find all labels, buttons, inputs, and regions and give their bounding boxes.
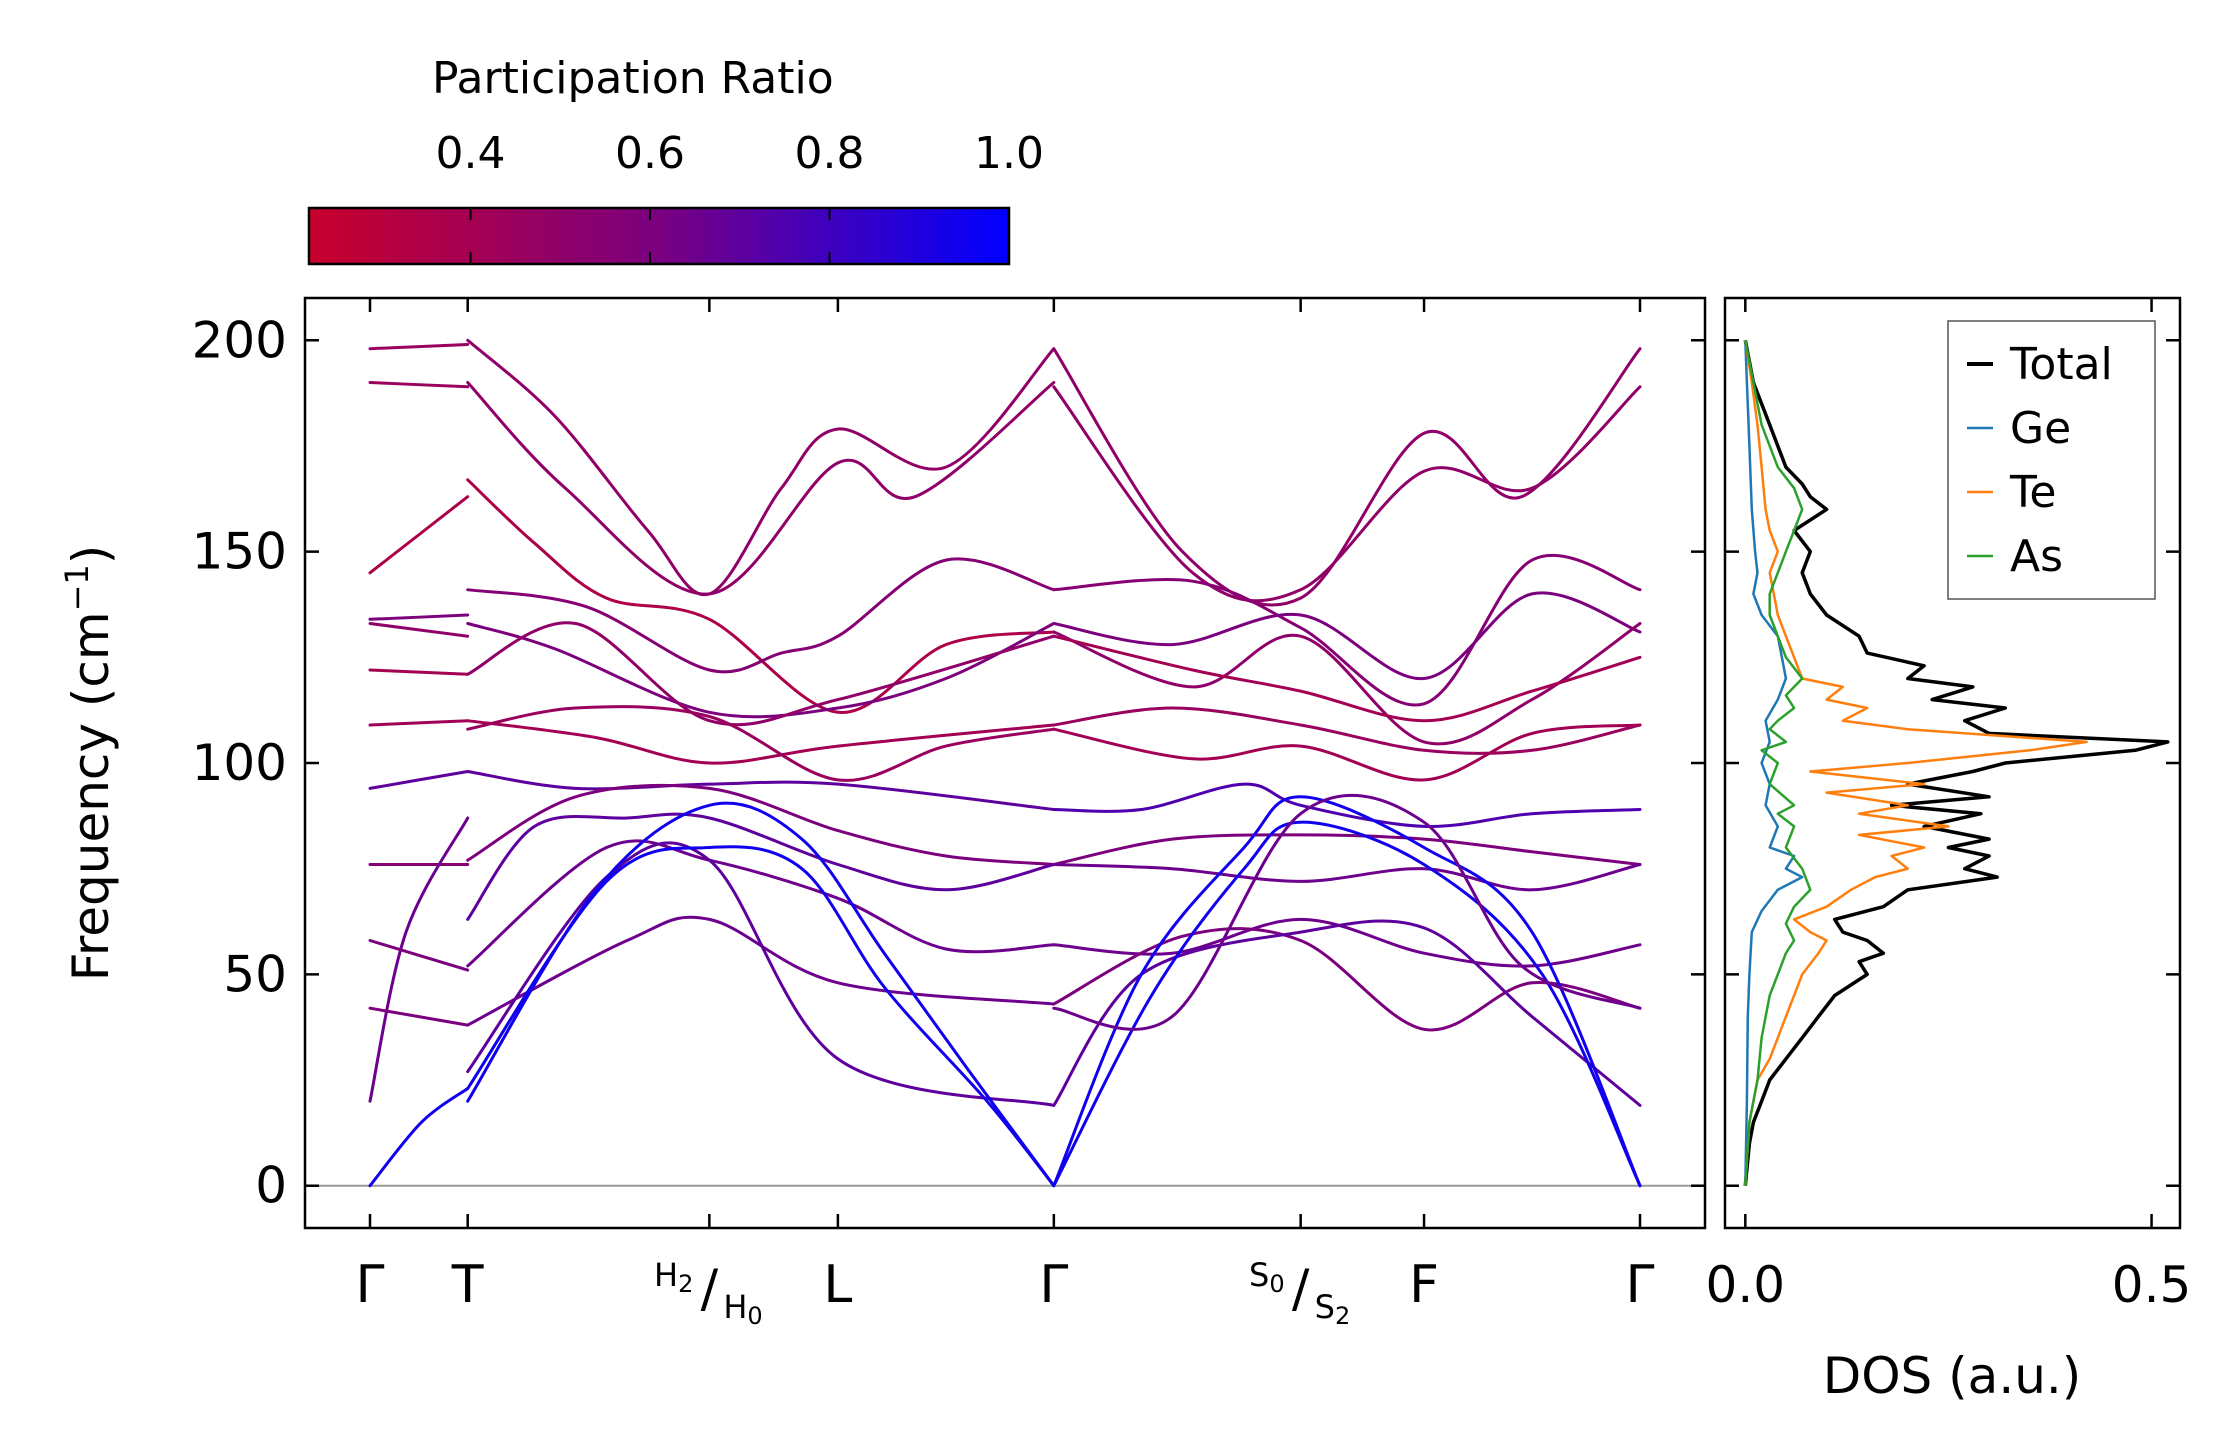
phonon-band-31 [1052,553,1642,707]
phonon-band-19 [466,719,1056,765]
phonon-band-2 [368,495,470,575]
legend-frame [1947,320,2156,600]
phonon-band-26 [466,841,1056,1107]
phonon-band-4 [368,622,470,638]
kpoint-label-lower: H0 [723,1288,762,1330]
phonon-band-9 [368,816,470,1103]
phonon-band-10 [368,939,470,972]
phonon-band-16 [466,557,1056,674]
phonon-band-21 [466,770,1056,811]
phonon-band-30 [1052,385,1642,603]
dos-xtick-label: 0.0 [1706,1256,1786,1314]
colorbar-tick-label: 1.0 [974,128,1044,179]
band-ytick-label: 100 [192,734,287,792]
dos-line-total [1743,339,2170,1186]
phonon-band-12 [368,1087,470,1188]
phonon-band-43 [1052,795,1642,1188]
legend-label-total: Total [2009,339,2113,390]
band-ytick-label: 0 [255,1157,287,1215]
phonon-band-39 [1052,863,1642,892]
phonon-band-6 [368,719,470,727]
phonon-band-13 [466,338,1056,597]
dos-x-axis-label: DOS (a.u.) [1823,1347,2082,1405]
legend-label-ge: Ge [2010,403,2071,454]
legend-label-as: As [2010,531,2063,582]
phonon-band-40 [1052,917,1642,968]
kpoint-label: Γ [1039,1255,1068,1315]
colorbar: Participation Ratio 0.4 0.6 0.8 1.0 [307,53,1044,266]
phonon-band-35 [1052,706,1642,755]
colorbar-tick-label: 0.6 [615,128,685,179]
colorbar-gradient [307,206,1011,266]
band-ytick-label: 200 [192,311,287,369]
kpoint-label: T [451,1255,484,1315]
phonon-band-44 [1052,820,1642,1188]
phonon-band-23 [466,812,1056,921]
band-y-axis-label: Frequency (cm−1) [58,545,120,982]
phonon-band-34 [1052,634,1642,723]
phonon-band-1 [368,381,470,389]
phonon-band-5 [368,668,470,676]
kpoint-label-upper: S0 [1249,1256,1285,1298]
legend-label-te: Te [2009,467,2056,518]
dos-line-as [1744,340,1812,1186]
phonon-band-22 [466,783,1056,866]
phonon-band-15 [466,478,1056,714]
phonon-band-45 [1052,793,1642,1031]
kpoint-label: L [823,1255,852,1315]
kpoint-label-split: S0/S2 [1249,1256,1350,1330]
band-ytick-label: 150 [192,523,287,581]
kpoint-label: Γ [1626,1255,1655,1315]
colorbar-tick-label: 0.4 [436,128,506,179]
phonon-band-25 [466,915,1056,1027]
kpoint-label-upper: H2 [654,1256,693,1298]
colorbar-title: Participation Ratio [432,53,834,104]
phonon-band-3 [368,613,470,621]
kpoint-label-slash: / [1292,1259,1310,1319]
phonon-band-37 [1052,782,1642,828]
phonon-band-33 [1052,622,1642,746]
kpoint-label-slash: / [701,1259,719,1319]
dos-line-ge [1744,340,1804,1186]
colorbar-tick-label: 0.8 [795,128,865,179]
dos-legend: Total Ge Te As [1947,320,2156,600]
kpoint-label: Γ [356,1255,385,1315]
kpoint-label-lower: S2 [1315,1288,1351,1330]
phonon-band-20 [466,705,1056,782]
phonon-band-18 [466,621,1056,727]
band-ytick-label: 50 [223,945,287,1003]
phonon-band-0 [368,343,470,351]
phonon-band-24 [466,839,1056,968]
phonon-band-7 [368,770,470,790]
phonon-band-28 [466,845,1056,1188]
phonon-band-42 [1052,919,1642,1107]
kpoint-label: F [1409,1255,1439,1315]
phonon-band-27 [466,801,1056,1188]
phonon-band-14 [466,381,1056,596]
kpoint-label-split: H2/H0 [654,1256,763,1330]
dos-line-te [1744,340,2088,1186]
phonon-band-11 [368,1006,470,1027]
dos-panel: 0.0 0.5 DOS (a.u.) Total Ge Te As [1706,296,2192,1405]
phonon-band-38 [1052,833,1642,866]
phonon-band-17 [466,622,1056,719]
phonon-band-32 [1052,591,1642,681]
phonon-band-36 [1052,723,1642,782]
dos-xtick-label: 0.5 [2112,1256,2192,1314]
